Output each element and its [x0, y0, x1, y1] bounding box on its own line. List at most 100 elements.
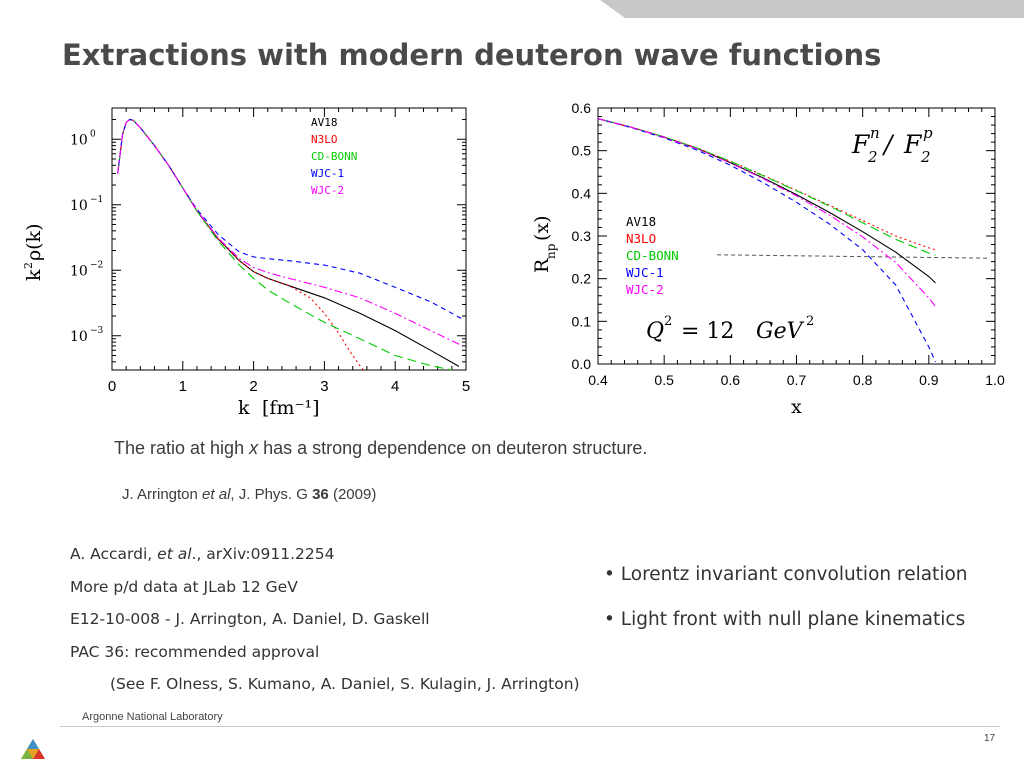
- top-decorative-bar: [600, 0, 1024, 18]
- y-tick-label: 0.5: [572, 143, 592, 159]
- y-tick-label: 0.3: [572, 228, 592, 244]
- y-tick-label: 0.1: [572, 313, 592, 329]
- x-tick-label: 2: [249, 378, 257, 395]
- legend-n3lo: N3LO: [626, 231, 656, 246]
- y-axis-label-np: np: [544, 243, 558, 259]
- notes-block: A. Accardi, et al., arXiv:0911.2254 More…: [70, 538, 580, 701]
- x-tick-label: 4: [391, 378, 399, 395]
- figure-caption: The ratio at high x has a strong depende…: [114, 438, 647, 459]
- ref-etal: et al: [202, 486, 231, 503]
- series-line-wjc-2: [597, 118, 936, 307]
- y-tick-label: 0.4: [572, 185, 592, 201]
- note-line-4: PAC 36: recommended approval: [70, 642, 320, 661]
- ratio-title-2a: 2: [867, 148, 878, 166]
- series-line-wjc-2: [117, 118, 463, 347]
- x-axis-label-k: k: [238, 397, 250, 419]
- y-tick-label-exp: 0: [90, 129, 96, 139]
- q2-unit-exp: 2: [806, 314, 814, 329]
- y-tick-label-exp: −2: [90, 260, 103, 270]
- x-tick-label: 3: [320, 378, 328, 395]
- y-tick-label-base: 10: [70, 132, 88, 148]
- y-tick-label: 0.2: [572, 271, 592, 287]
- y-axis-label: k 2 ρ(k): [22, 223, 45, 281]
- series-line-wjc-1: [597, 118, 937, 363]
- bullet-item-2: • Light front with null plane kinematics: [604, 609, 966, 630]
- x-tick-label: 0: [108, 378, 116, 395]
- ratio-plot: 0.4 0.5 0.6 0.7 0.8 0.9 1.0 0.0 0.1 0.2 0.3 0.4 0.5 0…: [531, 100, 1005, 418]
- legend-n3lo: N3LO: [311, 133, 338, 146]
- argonne-logo-icon: [21, 739, 45, 759]
- q2-Q: Q: [646, 319, 664, 344]
- x-axis-label-unit: [fm⁻¹]: [262, 397, 320, 419]
- y-tick-label-base: 10: [70, 198, 88, 214]
- ratio-title-F2: F: [903, 130, 923, 159]
- ratio-title-slash: /: [882, 130, 895, 159]
- y-axis-label-k: k: [23, 269, 45, 281]
- footer-divider: [60, 726, 1000, 727]
- ref-volume: 36: [312, 486, 329, 503]
- y-tick-label-exp: −3: [90, 326, 104, 336]
- ratio-title-2b: 2: [920, 148, 931, 166]
- legend-wjc-1: WJC-1: [311, 167, 344, 180]
- caption-variable: x: [249, 438, 259, 458]
- y-axis-label: R np (x): [531, 215, 558, 273]
- q2-eq: = 12: [674, 319, 741, 344]
- ratio-title-p: p: [923, 124, 933, 142]
- note-etal: et al: [157, 545, 192, 563]
- q2-label: Q 2 = 12 GeV 2: [646, 314, 814, 344]
- y-tick-label: 0.6: [572, 100, 592, 116]
- legend-wjc-2: WJC-2: [626, 282, 664, 297]
- caption-text-pre: The ratio at high: [114, 438, 250, 458]
- note-line-2: More p/d data at JLab 12 GeV: [70, 577, 298, 596]
- x-tick-label: 0.5: [654, 372, 674, 388]
- series-line-cd-bonn: [597, 118, 936, 256]
- series-line-wjc-1: [117, 118, 463, 320]
- x-tick-label: 0.4: [588, 372, 608, 388]
- ratio-title: F n 2 / F p 2: [851, 124, 933, 166]
- ratio-title-F1: F: [851, 130, 871, 159]
- legend-wjc-1: WJC-1: [626, 265, 664, 280]
- x-tick-label: 0.9: [919, 372, 939, 388]
- note-line-1: A. Accardi, et al., arXiv:0911.2254: [70, 538, 580, 571]
- page-number: 17: [984, 733, 996, 744]
- y-tick-label-exp: −1: [90, 195, 103, 205]
- plot-frame: [111, 107, 467, 371]
- x-axis-label: x: [791, 396, 802, 418]
- note-arxiv: ., arXiv:0911.2254: [191, 545, 335, 563]
- y-axis-label-arg: (x): [531, 215, 553, 241]
- legend-av18: AV18: [626, 214, 656, 229]
- ratio-title-n: n: [870, 124, 880, 142]
- legend-av18: AV18: [311, 116, 338, 129]
- series-line-cd-bonn: [117, 118, 452, 371]
- series-line-n3lo: [597, 118, 936, 251]
- note-line-3: E12-10-008 - J. Arrington, A. Daniel, D.…: [70, 610, 430, 628]
- series-line-av18: [117, 118, 460, 367]
- ref-year: (2009): [328, 486, 377, 503]
- footer-lab-name: Argonne National Laboratory: [82, 711, 223, 723]
- y-tick-label-base: 10: [70, 329, 88, 345]
- x-tick-label: 5: [462, 378, 470, 395]
- legend-wjc-2: WJC-2: [311, 184, 344, 197]
- reference-dashed-line: [717, 254, 989, 259]
- ref-journal: , J. Phys. G: [230, 486, 313, 503]
- x-tick-label: 0.6: [721, 372, 741, 388]
- caption-text-post: has a strong dependence on deuteron stru…: [258, 438, 648, 458]
- note-author: A. Accardi,: [70, 545, 158, 563]
- y-axis-label-exp: 2: [22, 262, 35, 269]
- slide-title: Extractions with modern deuteron wave fu…: [62, 38, 882, 72]
- y-axis-label-rho: ρ(k): [23, 223, 45, 261]
- y-tick-label: 0.0: [572, 356, 592, 372]
- note-line-5: (See F. Olness, S. Kumano, A. Daniel, S.…: [110, 675, 580, 693]
- legend-cd-bonn: CD-BONN: [311, 150, 357, 163]
- bullet-item-1: • Lorentz invariant convolution relation: [604, 564, 968, 585]
- x-tick-label: 0.8: [853, 372, 873, 388]
- q2-exp: 2: [664, 314, 672, 329]
- y-tick-label-base: 10: [70, 263, 88, 279]
- x-tick-label: 1: [179, 378, 187, 395]
- y-axis-label-R: R: [531, 258, 553, 273]
- x-tick-label: 1.0: [985, 372, 1005, 388]
- figure-reference: J. Arrington et al, J. Phys. G 36 (2009): [122, 486, 376, 503]
- ref-author: J. Arrington: [122, 486, 203, 503]
- series-line-n3lo: [117, 118, 364, 371]
